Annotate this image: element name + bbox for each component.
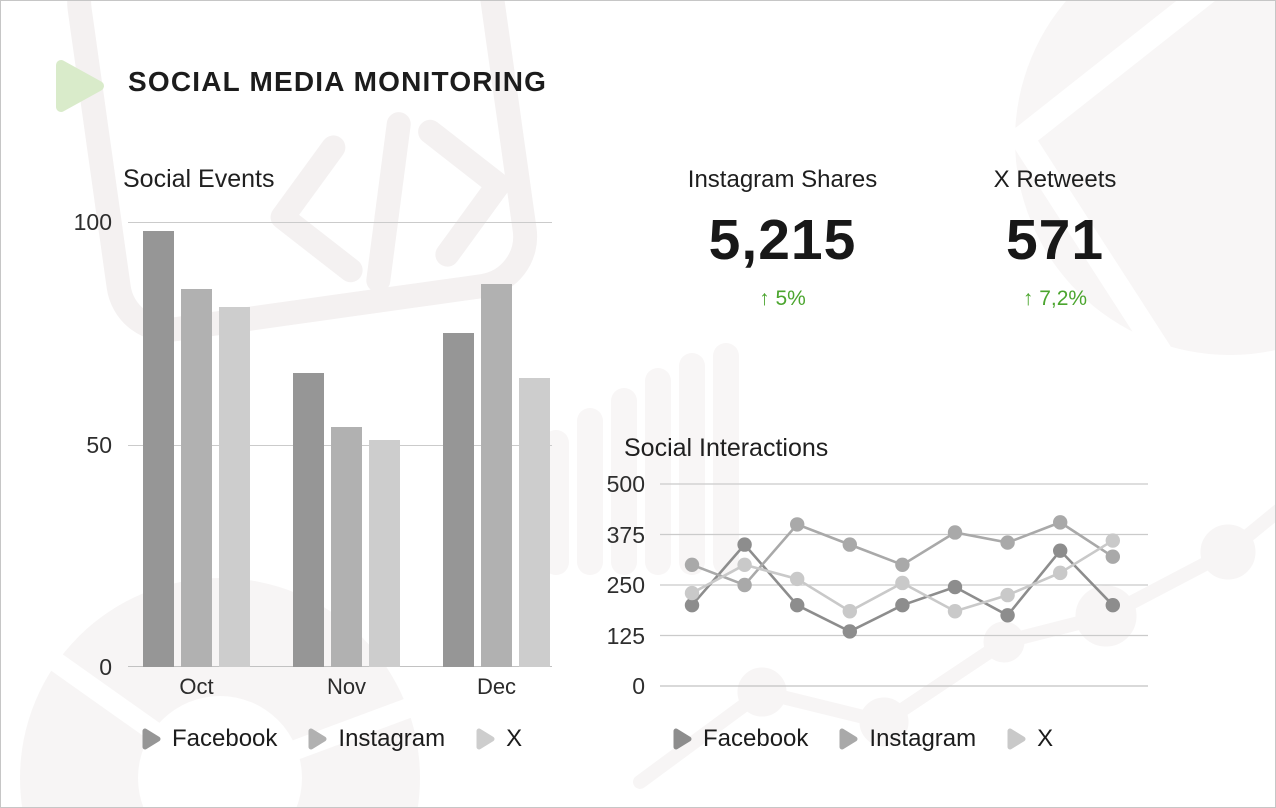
bar-x-dec[interactable] <box>519 377 550 667</box>
bar-x-nov[interactable] <box>369 440 400 667</box>
legend-item-facebook[interactable]: Facebook <box>672 725 808 753</box>
legend-label: X <box>1037 725 1054 752</box>
watermark-bars-icon <box>543 343 739 575</box>
point-instagram-8[interactable] <box>1053 515 1068 530</box>
legend-triangle-icon <box>142 728 161 750</box>
kpi-delta-value: 7,2% <box>1039 287 1088 310</box>
kpi-delta: ↑ 5% <box>645 287 920 311</box>
bar-x-category-label: Nov <box>326 674 367 699</box>
point-facebook-8[interactable] <box>1053 543 1068 558</box>
point-instagram-4[interactable] <box>842 537 857 552</box>
bar-instagram-nov[interactable] <box>331 426 362 667</box>
point-facebook-1[interactable] <box>684 598 700 613</box>
legend-label: Facebook <box>172 725 278 752</box>
point-instagram-7[interactable] <box>1000 535 1015 550</box>
point-x-4[interactable] <box>842 604 857 619</box>
bar-y-tick-label: 0 <box>99 654 112 680</box>
point-x-6[interactable] <box>947 604 963 619</box>
point-x-2[interactable] <box>737 557 752 572</box>
point-x-9[interactable] <box>1105 533 1120 548</box>
legend-label: Instagram <box>869 725 977 752</box>
watermark-donut-icon <box>0 578 434 808</box>
point-facebook-7[interactable] <box>1000 608 1015 623</box>
point-x-5[interactable] <box>895 575 910 591</box>
bar-chart-plot: 100 50 0 Oct Nov Dec <box>74 209 552 699</box>
play-triangle-icon <box>56 60 104 112</box>
point-instagram-3[interactable] <box>790 517 805 532</box>
bar-facebook-oct[interactable] <box>143 230 174 667</box>
point-instagram-5[interactable] <box>895 557 910 572</box>
watermark-video-frame-icon <box>67 0 538 342</box>
point-instagram-9[interactable] <box>1105 549 1120 564</box>
up-arrow-icon: ↑ <box>759 287 770 310</box>
legend-triangle-icon <box>1007 728 1026 750</box>
line-series-instagram <box>691 520 1114 587</box>
legend-label: Facebook <box>703 725 809 752</box>
kpi-instagram-shares: Instagram Shares 5,215 ↑ 5% <box>645 166 920 311</box>
kpi-x-retweets: X Retweets 571 ↑ 7,2% <box>940 166 1170 311</box>
line-y-tick-label: 250 <box>606 572 645 598</box>
point-instagram-1[interactable] <box>684 557 700 572</box>
legend-triangle-icon <box>839 728 858 750</box>
line-y-tick-label: 125 <box>606 622 645 649</box>
legend-item-x[interactable]: X <box>1006 725 1053 753</box>
kpi-label: X Retweets <box>993 166 1117 193</box>
bar-y-tick-label: 50 <box>86 431 112 458</box>
point-x-3[interactable] <box>790 571 805 587</box>
line-y-tick-label: 0 <box>632 673 645 699</box>
point-facebook-4[interactable] <box>842 624 857 639</box>
up-arrow-icon: ↑ <box>1022 287 1034 310</box>
legend-item-x[interactable]: X <box>475 725 522 753</box>
legend-label: X <box>506 725 523 752</box>
line-chart-title: Social Interactions <box>624 434 829 462</box>
line-chart-legend: Facebook Instagram X <box>672 725 1053 753</box>
point-facebook-5[interactable] <box>895 598 910 613</box>
legend-triangle-icon <box>476 728 495 750</box>
point-instagram-2[interactable] <box>737 577 752 593</box>
point-facebook-9[interactable] <box>1105 598 1120 613</box>
kpi-value: 5,215 <box>708 208 857 272</box>
point-facebook-6[interactable] <box>947 579 963 595</box>
legend-item-facebook[interactable]: Facebook <box>141 725 277 753</box>
watermark-line-icon <box>633 503 1276 789</box>
bar-instagram-dec[interactable] <box>481 284 512 667</box>
bar-facebook-dec[interactable] <box>443 333 474 667</box>
bar-chart-title: Social Events <box>123 165 275 193</box>
kpi-label: Instagram Shares <box>687 166 878 193</box>
legend-item-instagram[interactable]: Instagram <box>307 725 445 753</box>
bar-x-oct[interactable] <box>219 306 250 667</box>
point-facebook-2[interactable] <box>737 537 752 552</box>
kpi-delta: ↑ 7,2% <box>940 287 1170 311</box>
bar-y-tick-label: 100 <box>73 209 112 235</box>
bar-facebook-nov[interactable] <box>293 373 324 667</box>
bar-chart-legend: Facebook Instagram X <box>141 725 522 753</box>
legend-item-instagram[interactable]: Instagram <box>838 725 976 753</box>
point-instagram-6[interactable] <box>947 525 963 540</box>
line-chart-plot <box>660 483 1148 687</box>
kpi-delta-value: 5% <box>775 287 806 310</box>
point-x-8[interactable] <box>1053 565 1068 581</box>
point-x-7[interactable] <box>1000 587 1015 603</box>
bar-gridline <box>128 222 552 223</box>
bar-instagram-oct[interactable] <box>181 288 212 667</box>
point-x-1[interactable] <box>684 585 700 601</box>
legend-triangle-icon <box>673 728 692 750</box>
bar-x-category-label: Oct <box>179 674 214 699</box>
line-y-tick-label: 500 <box>606 471 645 497</box>
kpi-value: 571 <box>1005 208 1105 272</box>
bar-x-category-label: Dec <box>476 674 517 699</box>
point-facebook-3[interactable] <box>790 598 805 613</box>
page-title: SOCIAL MEDIA MONITORING <box>128 66 548 97</box>
line-y-tick-label: 375 <box>606 521 645 548</box>
legend-triangle-icon <box>308 728 327 750</box>
legend-label: Instagram <box>338 725 446 752</box>
watermark-pie-icon-top-right <box>1010 0 1276 364</box>
